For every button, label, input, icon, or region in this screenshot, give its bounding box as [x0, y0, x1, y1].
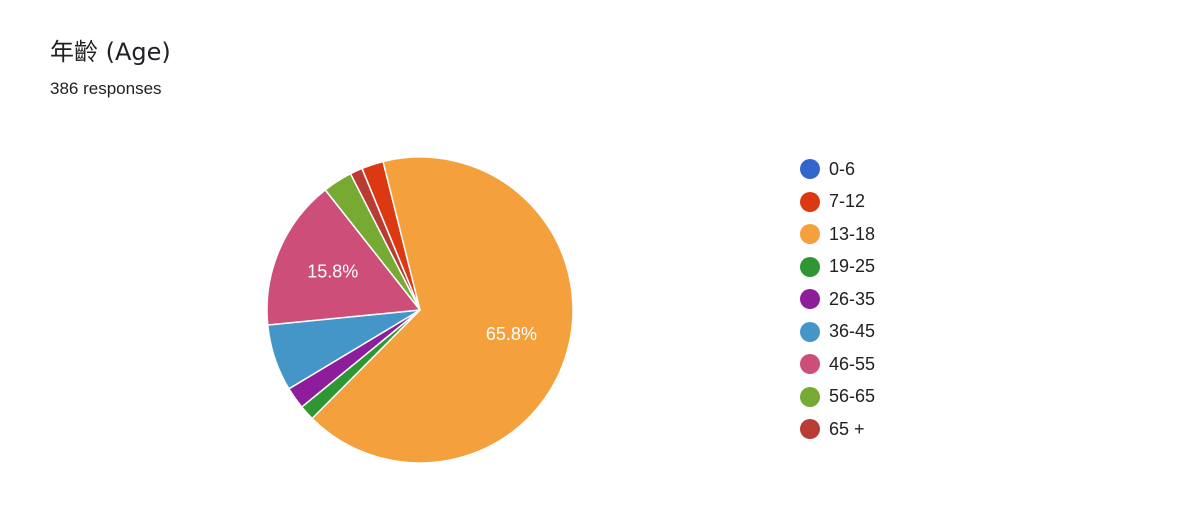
legend-label: 19-25 [829, 256, 876, 277]
legend-label: 13-18 [829, 223, 876, 244]
legend-label: 0-6 [829, 158, 856, 179]
response-count: 386 responses [50, 79, 162, 98]
legend-label: 46-55 [829, 353, 876, 374]
legend-item-56-65[interactable]: 56-65 [800, 381, 875, 414]
legend-label: 36-45 [829, 321, 876, 342]
legend-swatch [800, 289, 820, 310]
pie-slice-65[interactable] [349, 167, 421, 311]
legend-label: 65 + [829, 418, 865, 439]
legend-label: 7-12 [829, 191, 866, 212]
legend-item-7-12[interactable]: 7-12 [800, 186, 875, 219]
legend-item-65[interactable]: 65 + [800, 413, 875, 446]
legend-item-19-25[interactable]: 19-25 [800, 251, 875, 284]
legend-item-46-55[interactable]: 46-55 [800, 348, 875, 381]
legend-swatch [800, 386, 820, 407]
legend-swatch [800, 419, 820, 440]
legend-item-26-35[interactable]: 26-35 [800, 283, 875, 316]
slice-label-13-18: 65.8% [486, 324, 537, 344]
slice-label-46-55: 15.8% [307, 262, 358, 282]
pie-slice-46-55[interactable] [266, 189, 421, 326]
legend-swatch [800, 191, 820, 212]
chart-title: 年齡 (Age) [50, 38, 171, 66]
legend-swatch [800, 159, 820, 180]
legend-item-0-6[interactable]: 0-6 [800, 153, 875, 186]
pie-slice-13-18[interactable] [311, 156, 574, 464]
legend-swatch [800, 224, 820, 245]
chart-legend: 0-6 7-12 13-18 19-25 26-35 36-45 46-55 56-65 65 … [800, 153, 875, 446]
legend-swatch [800, 256, 820, 277]
legend-label: 26-35 [829, 288, 876, 309]
legend-label: 56-65 [829, 386, 876, 407]
legend-item-13-18[interactable]: 13-18 [800, 218, 875, 251]
legend-swatch [800, 354, 820, 375]
chart-header: 年齡 (Age) 386 responses [50, 36, 171, 100]
legend-item-36-45[interactable]: 36-45 [800, 316, 875, 349]
legend-swatch [800, 321, 820, 342]
